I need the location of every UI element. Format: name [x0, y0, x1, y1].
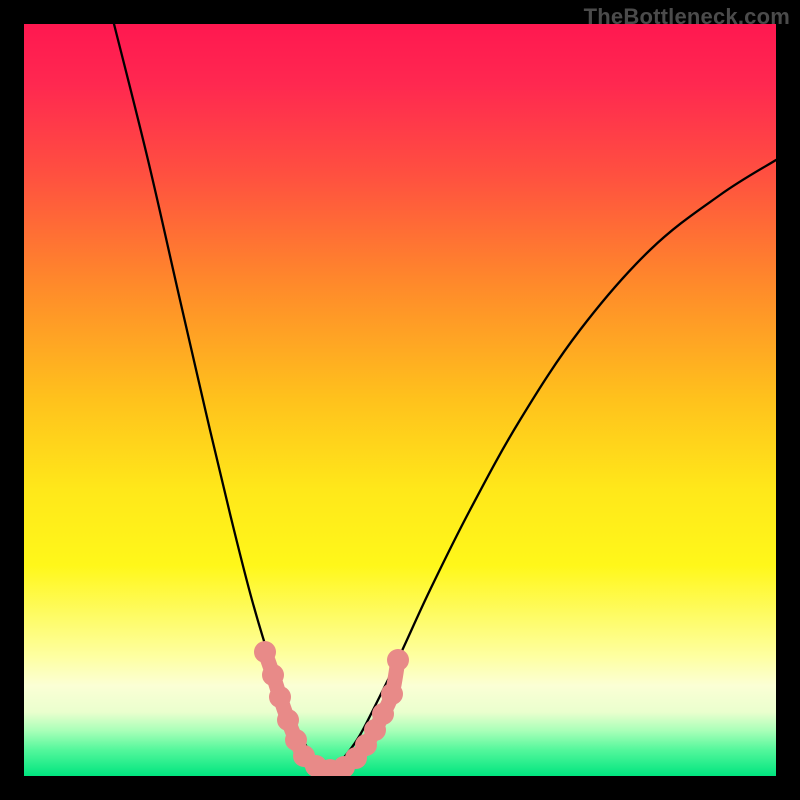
valley-marker-2 [269, 686, 291, 708]
watermark-text: TheBottleneck.com [584, 4, 790, 30]
valley-marker-14 [387, 649, 409, 671]
chart-svg [0, 0, 800, 800]
valley-marker-3 [277, 709, 299, 731]
chart-stage: TheBottleneck.com [0, 0, 800, 800]
valley-marker-12 [372, 703, 394, 725]
valley-marker-1 [262, 664, 284, 686]
valley-marker-0 [254, 641, 276, 663]
valley-marker-13 [381, 683, 403, 705]
